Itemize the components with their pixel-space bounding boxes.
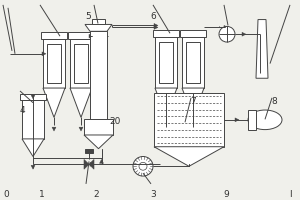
Polygon shape bbox=[31, 95, 35, 99]
Bar bbox=[180, 30, 206, 37]
Bar bbox=[85, 149, 93, 153]
Text: 20: 20 bbox=[110, 117, 121, 126]
Polygon shape bbox=[84, 159, 94, 169]
Bar bbox=[154, 93, 224, 147]
Polygon shape bbox=[84, 135, 113, 149]
Circle shape bbox=[133, 156, 153, 176]
Bar bbox=[68, 32, 94, 39]
Polygon shape bbox=[31, 165, 35, 169]
Bar bbox=[186, 42, 200, 83]
Text: 6: 6 bbox=[150, 12, 156, 21]
Text: I: I bbox=[290, 190, 292, 199]
Circle shape bbox=[219, 26, 235, 42]
Text: 5: 5 bbox=[85, 12, 91, 21]
Bar bbox=[74, 44, 88, 83]
Polygon shape bbox=[90, 162, 94, 166]
Bar bbox=[182, 37, 204, 88]
Polygon shape bbox=[85, 24, 112, 31]
Bar bbox=[47, 44, 61, 83]
Polygon shape bbox=[52, 127, 56, 131]
Polygon shape bbox=[154, 25, 158, 29]
Bar bbox=[70, 39, 92, 88]
Polygon shape bbox=[182, 88, 204, 117]
Polygon shape bbox=[89, 34, 93, 38]
Bar bbox=[20, 94, 46, 100]
Text: 2: 2 bbox=[93, 190, 99, 199]
Bar bbox=[22, 100, 44, 139]
Polygon shape bbox=[42, 52, 46, 56]
Text: 1: 1 bbox=[39, 190, 45, 199]
Polygon shape bbox=[154, 23, 158, 27]
Text: 9: 9 bbox=[224, 190, 229, 199]
Polygon shape bbox=[22, 139, 44, 156]
Polygon shape bbox=[256, 20, 268, 78]
Polygon shape bbox=[191, 127, 195, 131]
Text: 4: 4 bbox=[20, 106, 25, 115]
Bar bbox=[248, 110, 256, 130]
Text: 7: 7 bbox=[190, 97, 196, 106]
Polygon shape bbox=[70, 88, 92, 117]
Ellipse shape bbox=[248, 110, 282, 130]
Text: 8: 8 bbox=[272, 97, 277, 106]
Text: 0: 0 bbox=[3, 190, 9, 199]
Polygon shape bbox=[224, 25, 228, 29]
Polygon shape bbox=[154, 147, 224, 166]
Bar bbox=[84, 119, 113, 135]
Polygon shape bbox=[100, 159, 104, 163]
Polygon shape bbox=[79, 127, 83, 131]
Bar bbox=[90, 31, 107, 119]
Bar bbox=[159, 42, 173, 83]
Circle shape bbox=[139, 162, 147, 170]
Polygon shape bbox=[235, 118, 239, 122]
Polygon shape bbox=[43, 88, 65, 117]
Bar bbox=[41, 32, 67, 39]
Bar bbox=[155, 37, 177, 88]
Polygon shape bbox=[155, 88, 177, 117]
Bar bbox=[153, 30, 179, 37]
Polygon shape bbox=[242, 32, 246, 36]
Bar bbox=[43, 39, 65, 88]
Text: 3: 3 bbox=[150, 190, 156, 199]
Bar bbox=[92, 19, 105, 24]
Polygon shape bbox=[164, 127, 168, 131]
